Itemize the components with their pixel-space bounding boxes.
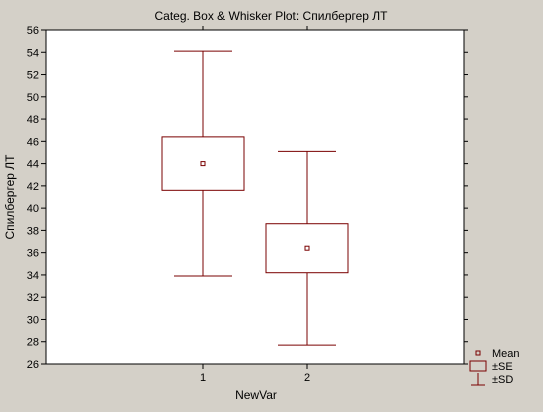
mean-marker	[304, 245, 310, 251]
y-tick-label: 46	[27, 136, 39, 148]
y-axis: 26 28 30 32 34 36 38 40 42 44 46 48 50 52 54 56	[27, 25, 468, 371]
se-box	[161, 136, 245, 191]
y-tick-label: 52	[27, 70, 39, 82]
y-tick-label: 44	[27, 159, 39, 171]
box-group-2	[265, 150, 349, 346]
y-tick-label: 30	[27, 314, 39, 326]
legend-label: ±SE	[492, 361, 513, 373]
legend-mean-marker	[475, 350, 481, 356]
y-tick-label: 32	[27, 292, 39, 304]
y-tick-label: 36	[27, 248, 39, 260]
y-tick-label: 38	[27, 225, 39, 237]
legend-se-box	[469, 360, 487, 372]
y-tick-label: 56	[27, 25, 39, 37]
box-group-1	[161, 50, 245, 277]
chart-title: Categ. Box & Whisker Plot: Спилбергер ЛТ	[154, 9, 388, 23]
x-tick-label: 1	[200, 372, 206, 384]
y-axis-label: Спилбергер ЛТ	[3, 154, 17, 240]
y-tick-label: 50	[27, 92, 39, 104]
x-tick-label: 2	[304, 372, 310, 384]
y-tick-label: 48	[27, 114, 39, 126]
plot-area	[45, 29, 465, 365]
mean-marker	[200, 161, 206, 167]
legend: Mean±SE±SD	[469, 348, 520, 386]
y-tick-label: 28	[27, 337, 39, 349]
legend-label: ±SD	[492, 374, 513, 386]
x-axis-label: NewVar	[235, 388, 277, 402]
legend-label: Mean	[492, 348, 520, 360]
y-tick-label: 40	[27, 203, 39, 215]
y-tick-label: 42	[27, 181, 39, 193]
box-series	[161, 50, 349, 346]
y-tick-label: 54	[27, 47, 39, 59]
se-box	[265, 223, 349, 274]
y-tick-label: 26	[27, 359, 39, 371]
y-tick-label: 34	[27, 270, 39, 282]
